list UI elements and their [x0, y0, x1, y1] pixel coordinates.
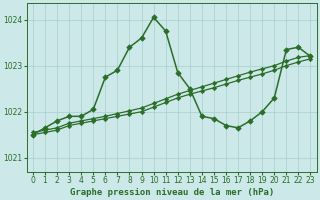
- X-axis label: Graphe pression niveau de la mer (hPa): Graphe pression niveau de la mer (hPa): [69, 188, 274, 197]
